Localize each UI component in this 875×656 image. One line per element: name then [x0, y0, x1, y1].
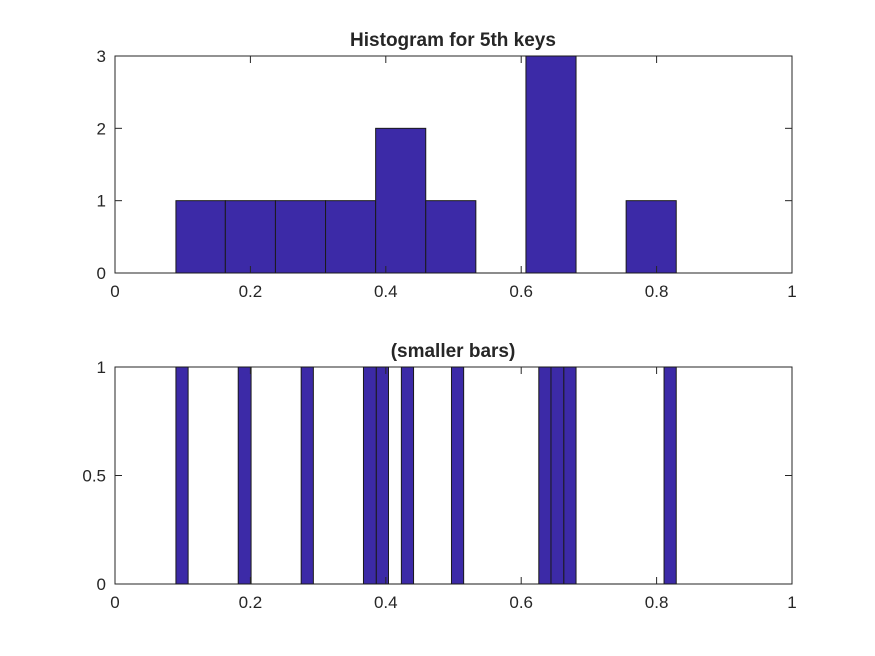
histogram-bar	[375, 127, 427, 274]
histogram-bar	[362, 366, 377, 585]
histogram-bar	[538, 366, 552, 585]
histogram-bar	[625, 200, 677, 274]
histogram-bar	[425, 200, 477, 274]
x-tick-label: 0	[110, 593, 119, 612]
y-axis: 00.51	[82, 358, 792, 594]
x-tick-label: 0.4	[374, 593, 398, 612]
x-tick-label: 0.8	[645, 593, 669, 612]
y-tick-label: 1	[97, 358, 106, 377]
x-tick-label: 0.2	[239, 282, 263, 301]
x-axis: 0 0.2 0.4 0.6 0.8 1	[110, 56, 797, 301]
y-axis: 0 1 2 3	[97, 47, 792, 283]
y-tick-label: 0	[97, 575, 106, 594]
histogram-bar	[175, 200, 226, 274]
histogram-bar	[525, 55, 577, 274]
histogram-bar	[663, 366, 677, 585]
chart-title: Histogram for 5th keys	[350, 30, 556, 51]
x-axis: 0 0.2 0.4 0.6 0.8 1	[110, 367, 797, 612]
histogram-bar	[375, 366, 390, 585]
x-tick-label: 0.6	[509, 593, 533, 612]
histogram-bar	[237, 366, 252, 585]
histogram-bar	[224, 200, 276, 274]
x-tick-label: 1	[787, 282, 796, 301]
x-tick-label: 0.4	[374, 282, 398, 301]
y-tick-label: 0	[97, 264, 106, 283]
bar-group	[175, 55, 677, 274]
y-tick-label: 0.5	[82, 467, 106, 486]
y-tick-label: 2	[97, 119, 106, 138]
x-tick-label: 0.6	[509, 282, 533, 301]
histogram-bar	[563, 366, 577, 585]
histogram-bar	[450, 366, 465, 585]
histogram-axes-top: 0 0.2 0.4 0.6 0.8 1 0 1 2 3 Histogram for 5th ke…	[97, 30, 797, 301]
chart-title: (smaller bars)	[391, 341, 516, 362]
x-tick-label: 0.2	[239, 593, 263, 612]
histogram-bar	[400, 366, 415, 585]
histogram-bar	[325, 200, 377, 274]
y-tick-label: 1	[97, 192, 106, 211]
x-tick-label: 1	[787, 593, 796, 612]
histogram-bar	[274, 200, 327, 274]
x-tick-label: 0.8	[645, 282, 669, 301]
histogram-bar	[550, 366, 565, 585]
bar-group	[175, 366, 677, 585]
histogram-axes-bottom: 0 0.2 0.4 0.6 0.8 1 00.51 (smaller bars)	[82, 341, 796, 612]
y-tick-label: 3	[97, 47, 106, 66]
x-tick-label: 0	[110, 282, 119, 301]
histogram-bar	[175, 366, 189, 585]
histogram-bar	[300, 366, 314, 585]
